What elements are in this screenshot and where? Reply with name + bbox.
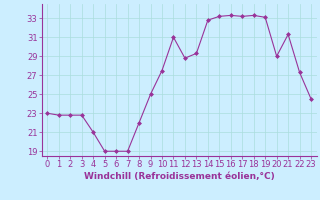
X-axis label: Windchill (Refroidissement éolien,°C): Windchill (Refroidissement éolien,°C) <box>84 172 275 181</box>
